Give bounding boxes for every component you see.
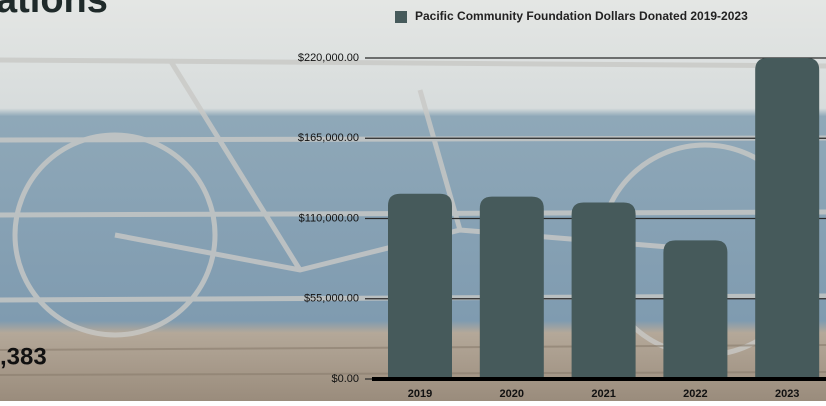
y-tick-label: $110,000.00 (299, 212, 359, 224)
page-title: ations (0, 0, 108, 21)
legend-swatch (395, 11, 407, 23)
bar (755, 58, 819, 379)
legend-label: Pacific Community Foundation Dollars Don… (415, 9, 748, 23)
stat-value: ,383 (0, 343, 47, 370)
bar (480, 197, 544, 379)
bar (663, 240, 727, 379)
y-tick-label: $165,000.00 (298, 132, 359, 144)
bar (572, 202, 636, 379)
page: ations ,383 Pacific Community Foundation… (0, 0, 826, 401)
y-tick-label: $55,000.00 (304, 293, 359, 305)
bar (388, 194, 452, 379)
x-tick-label: 2022 (683, 388, 707, 400)
x-tick-label: 2023 (775, 388, 799, 400)
x-tick-label: 2019 (408, 388, 432, 400)
x-tick-label: 2020 (500, 388, 524, 400)
y-tick-label: $220,000.00 (298, 52, 359, 64)
x-tick-label: 2021 (591, 388, 615, 400)
y-tick-label: $0.00 (331, 373, 359, 385)
chart: ations ,383 Pacific Community Foundation… (0, 0, 826, 401)
